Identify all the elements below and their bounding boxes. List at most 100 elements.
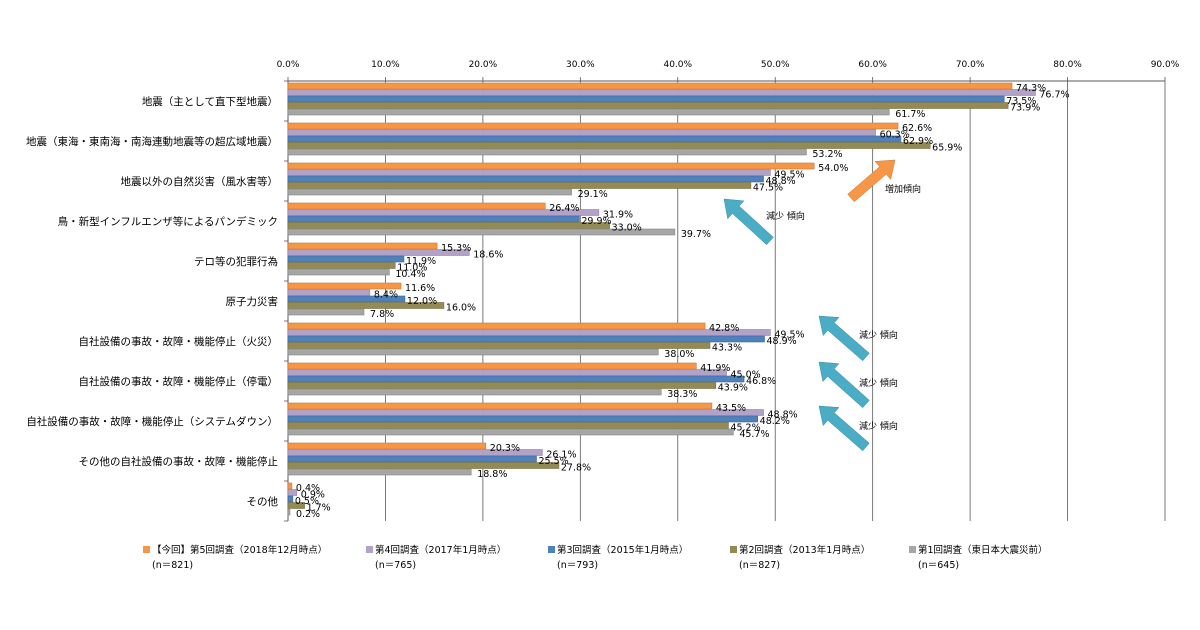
data-label: 10.4% bbox=[395, 269, 425, 280]
bar bbox=[287, 169, 771, 176]
decrease-arrow-icon bbox=[723, 198, 774, 246]
x-tick-label: 20.0% bbox=[469, 60, 498, 70]
bar bbox=[287, 82, 1013, 90]
category-label: 原子力災害 bbox=[226, 295, 279, 308]
bar bbox=[287, 422, 729, 429]
legend-sample-size: (n＝821) bbox=[152, 560, 194, 571]
x-tick-label: 80.0% bbox=[1053, 60, 1082, 70]
data-label: 18.8% bbox=[477, 469, 507, 480]
x-tick-label: 60.0% bbox=[858, 60, 887, 70]
bar bbox=[287, 449, 543, 456]
data-label: 45.0% bbox=[731, 370, 761, 381]
bar bbox=[287, 388, 662, 396]
x-tick-label: 10.0% bbox=[371, 60, 400, 70]
data-label: 48.9% bbox=[767, 336, 797, 347]
data-label: 61.7% bbox=[895, 109, 925, 120]
legend-item: 【今回】第5回調査（2018年12月時点） (n＝821) bbox=[143, 543, 327, 573]
bar bbox=[287, 89, 1036, 96]
value-labels: 74.3%76.7%73.5%73.9% 61.7% 62.6%60.3%62.9%… bbox=[295, 83, 1070, 520]
x-tick-label: 0.0% bbox=[277, 60, 300, 70]
decrease-arrow-icon bbox=[818, 361, 870, 409]
bar bbox=[287, 255, 405, 263]
bar bbox=[287, 348, 659, 356]
bar bbox=[287, 335, 765, 343]
legend-label: 第1回調査（東日本大震災前） bbox=[918, 545, 1048, 556]
legend-swatch bbox=[366, 546, 373, 553]
trend-annotation-label: 減少 傾向 bbox=[859, 329, 898, 341]
bar bbox=[287, 102, 1009, 109]
data-label: 8.4% bbox=[374, 290, 398, 301]
bar bbox=[287, 415, 758, 423]
category-label: 自社設備の事故・故障・機能停止（停電） bbox=[79, 375, 279, 388]
data-label: 73.9% bbox=[1010, 103, 1040, 114]
bar bbox=[287, 295, 406, 303]
bar bbox=[287, 402, 713, 410]
bar bbox=[287, 122, 899, 130]
category-label: 地震以外の自然災害（風水害等） bbox=[121, 175, 279, 188]
data-label: 43.9% bbox=[718, 383, 748, 394]
data-label: 60.3% bbox=[880, 130, 910, 141]
bar bbox=[287, 175, 764, 183]
legend-item: 第2回調査（2013年1月時点） (n＝827) bbox=[730, 543, 870, 573]
bar bbox=[287, 482, 293, 490]
data-label: 48.8% bbox=[766, 176, 796, 187]
x-tick-label: 90.0% bbox=[1151, 60, 1180, 70]
category-label: 自社設備の事故・故障・機能停止（火災） bbox=[79, 335, 279, 348]
bar bbox=[287, 182, 752, 189]
bar bbox=[287, 375, 745, 383]
x-tick-label: 40.0% bbox=[663, 60, 692, 70]
legend-swatch bbox=[730, 546, 737, 553]
bar bbox=[287, 462, 560, 469]
trend-annotation-label: 増加傾向 bbox=[885, 183, 921, 195]
legend-sample-size: (n＝765) bbox=[375, 560, 417, 571]
bar bbox=[287, 215, 580, 223]
category-label: その他の自社設備の事故・故障・機能停止 bbox=[79, 455, 279, 468]
data-label: 38.0% bbox=[664, 349, 694, 360]
data-label: 48.2% bbox=[760, 416, 790, 427]
bar bbox=[287, 495, 294, 503]
data-label: 29.9% bbox=[581, 216, 611, 227]
trend-annotation-label: 減少 傾向 bbox=[859, 377, 898, 389]
bar bbox=[287, 302, 445, 309]
bar bbox=[287, 228, 676, 236]
data-label: 29.1% bbox=[578, 189, 608, 200]
bar bbox=[287, 108, 890, 116]
bar bbox=[287, 142, 931, 149]
legend-label: 第4回調査（2017年1月時点） bbox=[375, 545, 507, 556]
data-label: 49.5% bbox=[774, 170, 804, 181]
bar bbox=[287, 249, 470, 256]
data-label: 39.7% bbox=[681, 229, 711, 240]
bar bbox=[287, 442, 487, 450]
data-label: 38.3% bbox=[667, 389, 697, 400]
bar bbox=[287, 308, 365, 316]
data-label: 0.4% bbox=[296, 483, 320, 494]
category-labels: 地震（主として直下型地震） 地震（東海・東南海・南海連動地震等の超広域地震） 地震以… bbox=[26, 95, 278, 508]
data-label: 42.8% bbox=[709, 323, 739, 334]
data-label: 0.9% bbox=[301, 490, 325, 501]
trend-annotation-label: 減少 傾向 bbox=[766, 210, 805, 222]
data-label: 18.6% bbox=[473, 250, 503, 261]
bar bbox=[287, 209, 600, 216]
legend-label: 【今回】第5回調査（2018年12月時点） bbox=[152, 545, 328, 556]
data-label: 41.9% bbox=[700, 363, 730, 374]
data-label: 1.7% bbox=[307, 503, 331, 514]
bar bbox=[287, 162, 815, 170]
data-label: 43.3% bbox=[712, 343, 742, 354]
data-label: 12.0% bbox=[407, 296, 437, 307]
data-label: 33.0% bbox=[612, 223, 642, 234]
legend-sample-size: (n＝827) bbox=[739, 560, 781, 571]
category-label: 自社設備の事故・故障・機能停止（システムダウン） bbox=[26, 415, 278, 428]
data-label: 45.2% bbox=[730, 423, 760, 434]
legend-label: 第3回調査（2015年1月時点） bbox=[557, 545, 689, 556]
data-label: 11.6% bbox=[405, 283, 435, 294]
bar bbox=[287, 262, 396, 269]
bar bbox=[287, 95, 1005, 103]
data-label: 0.2% bbox=[296, 509, 320, 520]
data-label: 15.3% bbox=[441, 243, 471, 254]
decrease-arrow-icon bbox=[818, 405, 870, 452]
data-label: 26.1% bbox=[546, 450, 576, 461]
x-tick-label: 50.0% bbox=[761, 60, 790, 70]
legend-sample-size: (n＝793) bbox=[557, 560, 599, 571]
